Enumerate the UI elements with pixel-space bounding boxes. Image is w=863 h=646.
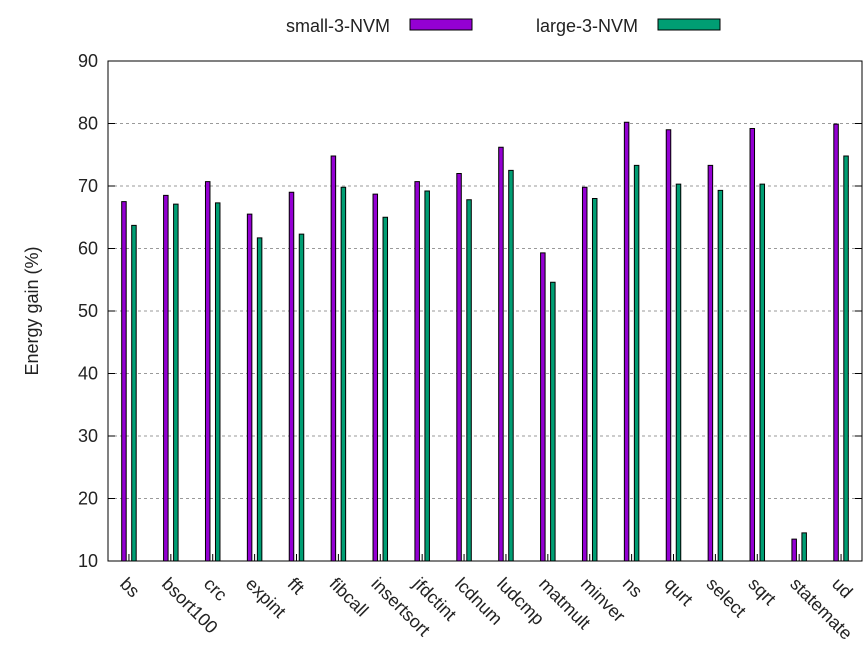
y-tick-label: 80: [78, 114, 98, 134]
bar-small-3-nvm-select: [707, 164, 714, 562]
bar-large-3-nvm-bsort100: [173, 203, 179, 562]
legend-label: small-3-NVM: [286, 16, 390, 36]
x-tick-label: ud: [828, 574, 856, 602]
bar-small-3-nvm-qurt: [665, 129, 672, 562]
y-tick-label: 30: [78, 426, 98, 446]
y-tick-label: 20: [78, 489, 98, 509]
bar-small-3-nvm-fibcall: [330, 155, 337, 562]
bar-large-3-nvm-select: [717, 189, 724, 562]
bar-large-3-nvm-fft: [298, 233, 305, 562]
bar-large-3-nvm-bs: [131, 224, 137, 562]
bar-small-3-nvm-bs: [121, 201, 127, 562]
y-tick-label: 50: [78, 301, 98, 321]
x-tick-label: qurt: [661, 574, 697, 610]
bar-small-3-nvm-bsort100: [163, 194, 169, 562]
bar-small-3-nvm-jfdctint: [414, 181, 420, 562]
x-tick-label: bs: [116, 574, 144, 602]
x-tick-label: fft: [284, 574, 309, 599]
bar-large-3-nvm-lcdnum: [466, 199, 472, 562]
bar-large-3-nvm-ns: [633, 164, 640, 562]
bar-large-3-nvm-crc: [214, 202, 221, 562]
bar-large-3-nvm-minver: [591, 198, 598, 562]
legend-swatch: [657, 18, 721, 31]
bar-small-3-nvm-statemate: [791, 538, 797, 562]
legend-swatch: [409, 18, 473, 31]
grid-lines: [108, 123, 862, 499]
bar-large-3-nvm-statemate: [801, 532, 807, 562]
bar-large-3-nvm-insertsort: [382, 216, 389, 562]
bar-large-3-nvm-ud: [843, 155, 849, 562]
y-tick-label: 10: [78, 551, 98, 571]
bar-small-3-nvm-ns: [623, 121, 630, 562]
bar-large-3-nvm-expint: [256, 237, 263, 562]
x-tick-label: expint: [242, 574, 290, 622]
bar-small-3-nvm-ud: [833, 123, 839, 562]
y-axis-ticks: 10 20 30 40 50 60 70 80 90: [78, 51, 862, 571]
x-tick-label: sqrt: [744, 574, 779, 609]
bar-large-3-nvm-qurt: [675, 183, 682, 562]
bar-large-3-nvm-sqrt: [759, 183, 766, 562]
y-tick-label: 60: [78, 239, 98, 259]
bar-small-3-nvm-fft: [288, 191, 295, 562]
x-tick-label: fibcall: [326, 574, 373, 621]
bar-small-3-nvm-crc: [204, 181, 211, 562]
x-tick-label: ns: [619, 574, 647, 602]
bar-large-3-nvm-matmult: [550, 281, 556, 562]
y-tick-label: 70: [78, 176, 98, 196]
legend-label: large-3-NVM: [536, 16, 638, 36]
bar-small-3-nvm-ludcmp: [498, 146, 504, 562]
y-axis-title: Energy gain (%): [22, 246, 42, 375]
bar-small-3-nvm-insertsort: [372, 193, 379, 562]
x-tick-label: crc: [200, 574, 231, 605]
bar-small-3-nvm-sqrt: [749, 128, 756, 562]
y-tick-label: 40: [78, 364, 98, 384]
bar-small-3-nvm-lcdnum: [456, 173, 462, 562]
bar-small-3-nvm-matmult: [540, 252, 546, 562]
bar-small-3-nvm-minver: [581, 186, 588, 562]
bar-large-3-nvm-ludcmp: [508, 169, 514, 562]
legend: small-3-NVM large-3-NVM: [286, 16, 721, 36]
y-tick-label: 90: [78, 51, 98, 71]
bar-small-3-nvm-expint: [246, 213, 253, 562]
x-tick-label: select: [703, 574, 750, 621]
plot-frame: [107, 60, 863, 562]
bars: [121, 121, 849, 562]
bar-large-3-nvm-fibcall: [340, 186, 347, 562]
bar-large-3-nvm-jfdctint: [424, 190, 430, 562]
